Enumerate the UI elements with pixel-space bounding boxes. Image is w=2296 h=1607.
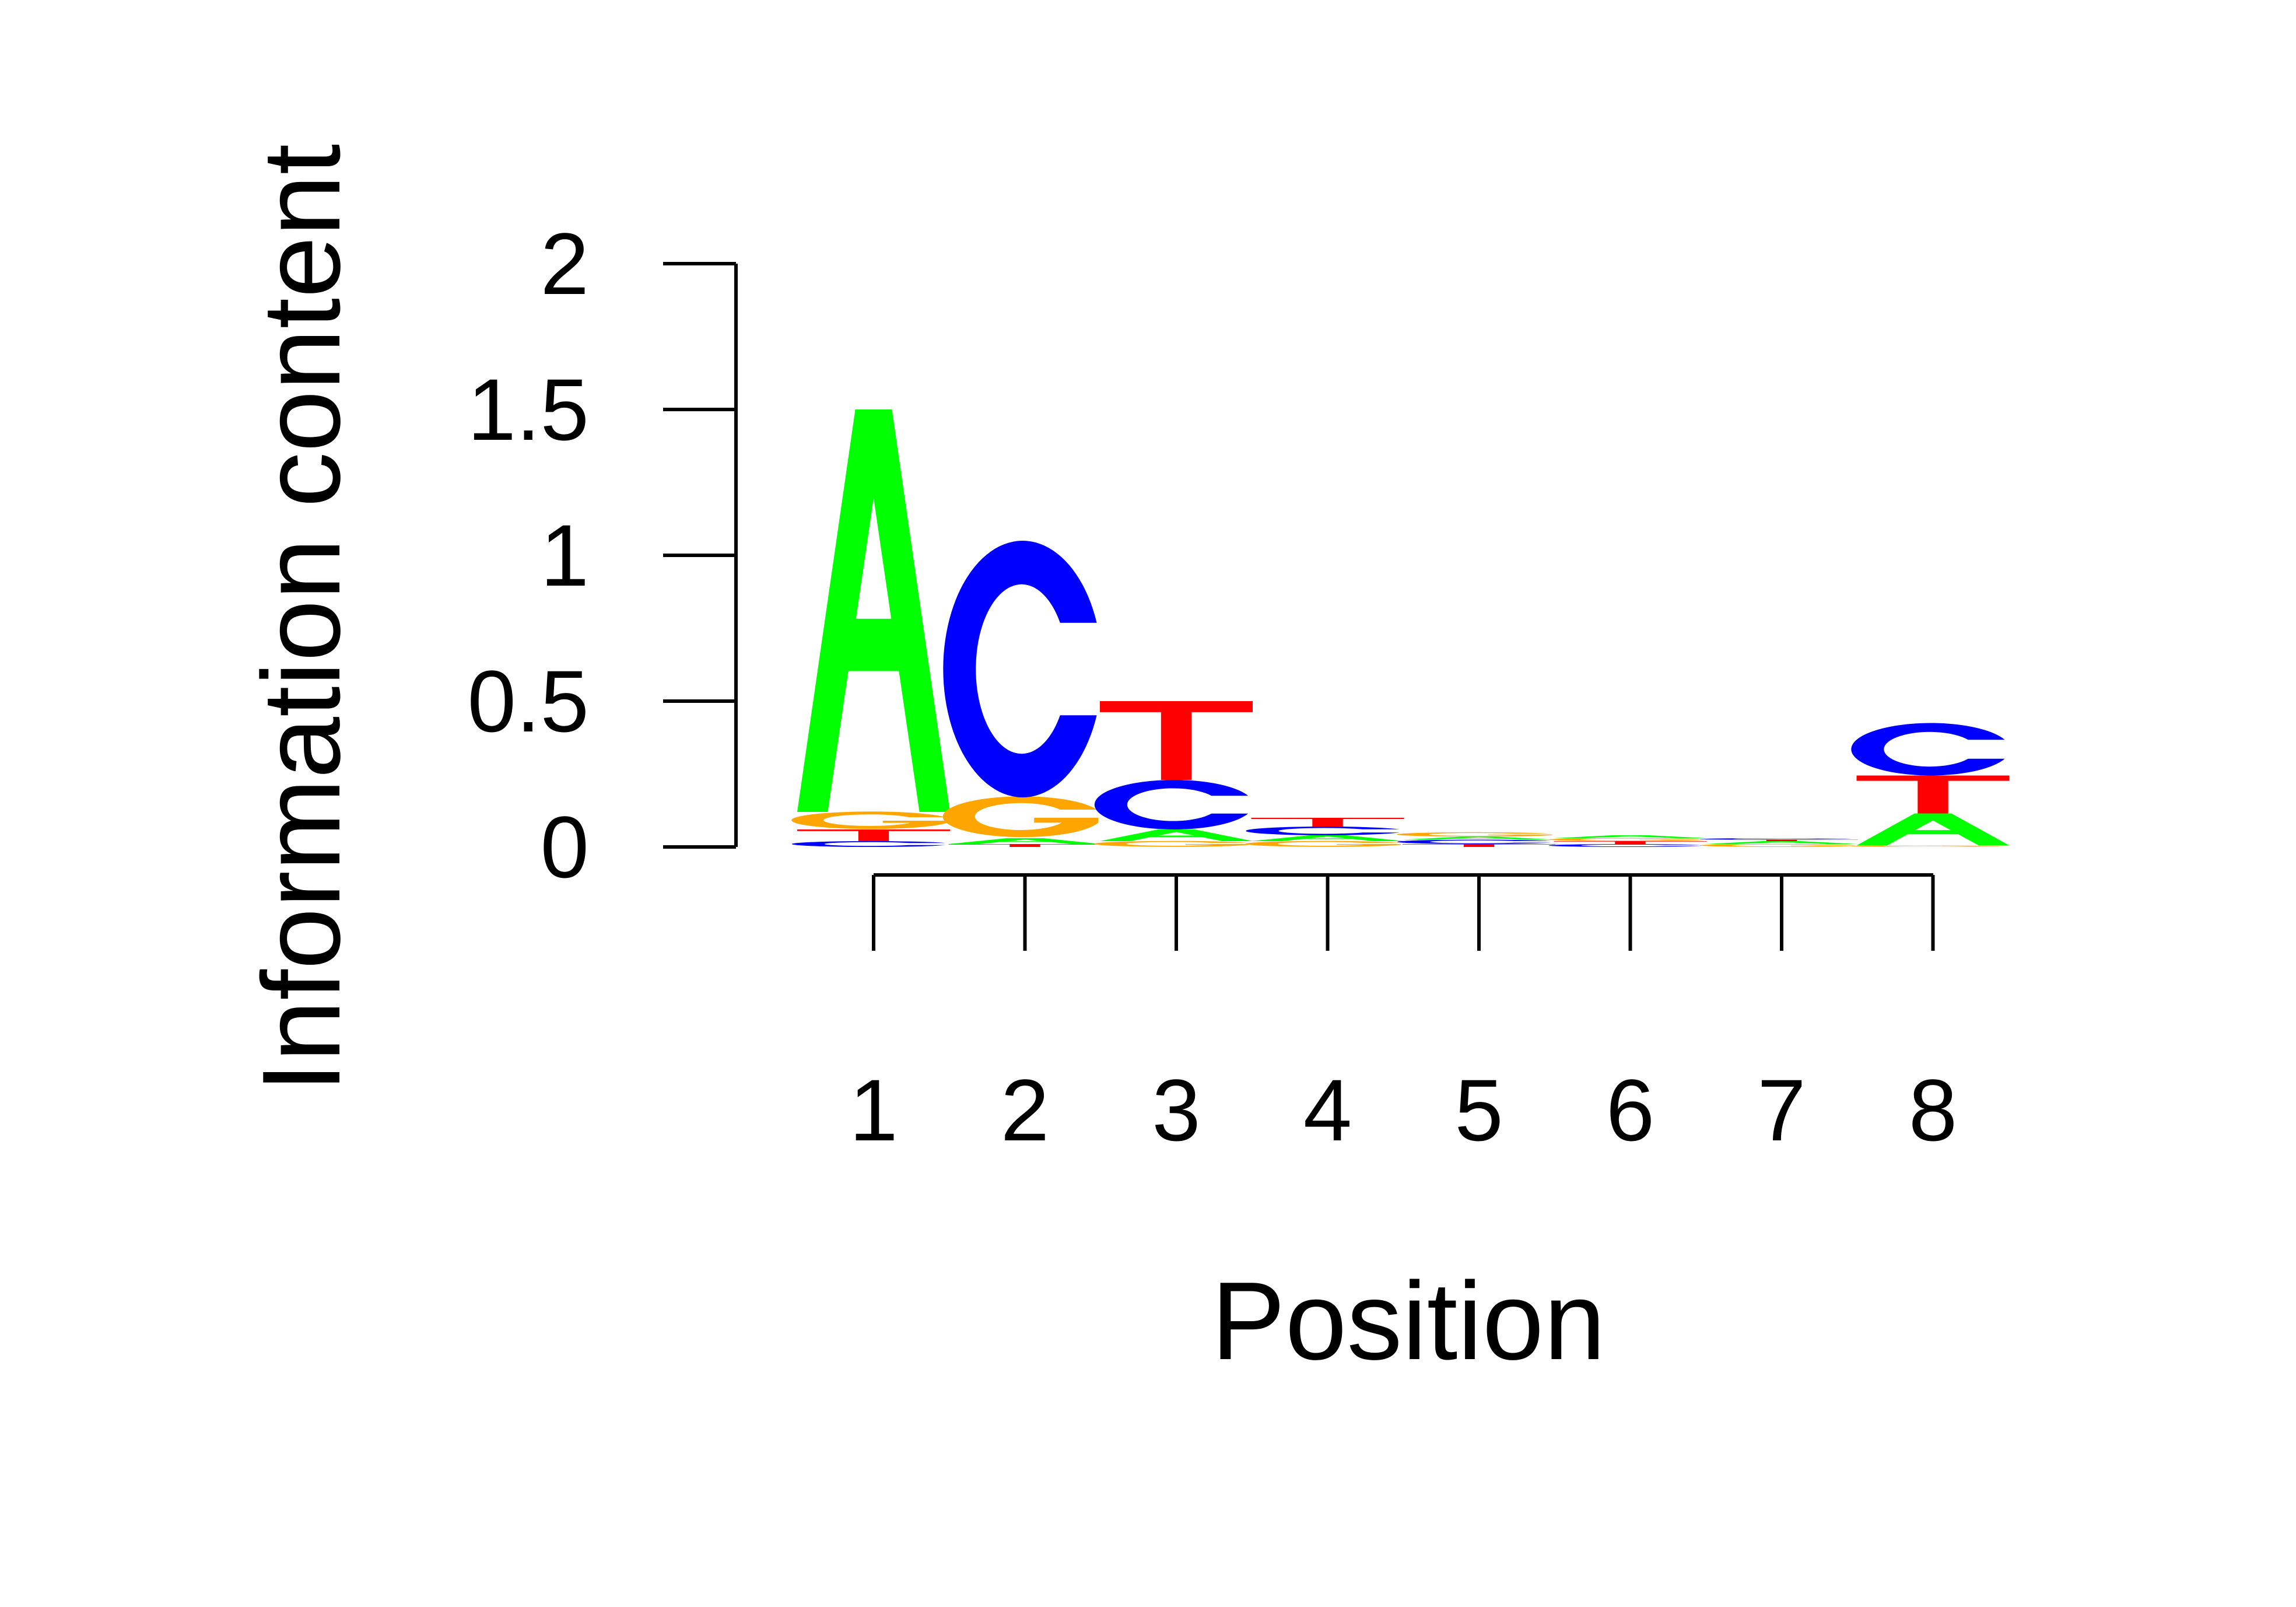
y-tick-label: 1 xyxy=(541,506,589,604)
x-tick-label: 3 xyxy=(1152,1061,1200,1159)
logo-column-2 xyxy=(942,541,1102,847)
logo-letter-c xyxy=(1851,723,2005,776)
logo-letter-g xyxy=(1245,841,1401,847)
logo-column-8 xyxy=(1850,723,2010,847)
logo-column-7 xyxy=(1699,838,1858,847)
logo-letter-c xyxy=(1246,827,1400,835)
x-tick-label: 4 xyxy=(1303,1061,1352,1159)
y-axis-title: Information content xyxy=(240,144,363,1093)
y-tick-label: 2 xyxy=(541,215,589,313)
logo-stacks xyxy=(791,409,2010,847)
logo-letter-t xyxy=(1251,818,1404,827)
logo-column-4 xyxy=(1245,818,1404,847)
logo-letter-g xyxy=(1548,838,1704,841)
logo-letter-a xyxy=(948,838,1102,844)
y-axis: 0 0.5 1 1.5 2 xyxy=(467,215,738,896)
logo-letter-c xyxy=(1699,838,1854,840)
logo-column-6 xyxy=(1548,835,1707,847)
logo-letter-a xyxy=(1100,829,1253,841)
x-tick-label: 5 xyxy=(1454,1061,1503,1159)
logo-letter-a xyxy=(1856,813,2010,846)
logo-letter-a xyxy=(797,409,950,812)
x-tick-label: 2 xyxy=(1001,1061,1049,1159)
logo-letter-g xyxy=(1094,841,1250,847)
logo-letter-a xyxy=(1251,835,1404,841)
logo-column-5 xyxy=(1397,832,1555,847)
logo-letter-a xyxy=(1705,841,1858,844)
logo-letter-g xyxy=(1397,832,1552,837)
y-tick-label: 1.5 xyxy=(467,360,589,458)
x-axis: 1 2 3 4 5 6 7 8 xyxy=(849,873,1957,1159)
logo-letter-a xyxy=(1554,835,1707,838)
logo-letter-t xyxy=(1403,844,1555,847)
x-tick-label: 8 xyxy=(1909,1061,1957,1159)
logo-letter-g xyxy=(791,811,947,829)
logo-letter-t xyxy=(1705,839,1858,841)
logo-letter-c xyxy=(943,541,1097,797)
x-tick-label: 7 xyxy=(1757,1061,1806,1159)
logo-letter-t xyxy=(797,829,950,841)
x-axis-title: Position xyxy=(1211,1259,1606,1383)
y-tick-label: 0 xyxy=(541,798,589,896)
x-tick-label: 1 xyxy=(849,1061,898,1159)
x-tick-label: 6 xyxy=(1606,1061,1654,1159)
logo-letter-t xyxy=(1100,701,1253,780)
logo-letter-c xyxy=(1094,780,1249,829)
logo-letter-g xyxy=(1850,845,2007,847)
logo-letter-c xyxy=(1548,844,1702,847)
y-tick-label: 0.5 xyxy=(467,652,589,750)
logo-letter-a xyxy=(1403,836,1555,840)
logo-letter-c xyxy=(791,841,946,847)
logo-letter-c xyxy=(1397,839,1551,844)
logo-letter-t xyxy=(948,844,1102,847)
logo-column-3 xyxy=(1094,701,1253,847)
logo-letter-t xyxy=(1856,775,2010,814)
logo-letter-t xyxy=(1554,841,1707,844)
logo-letter-g xyxy=(1699,843,1855,847)
logo-column-1 xyxy=(791,409,950,847)
logo-letter-g xyxy=(942,796,1099,838)
